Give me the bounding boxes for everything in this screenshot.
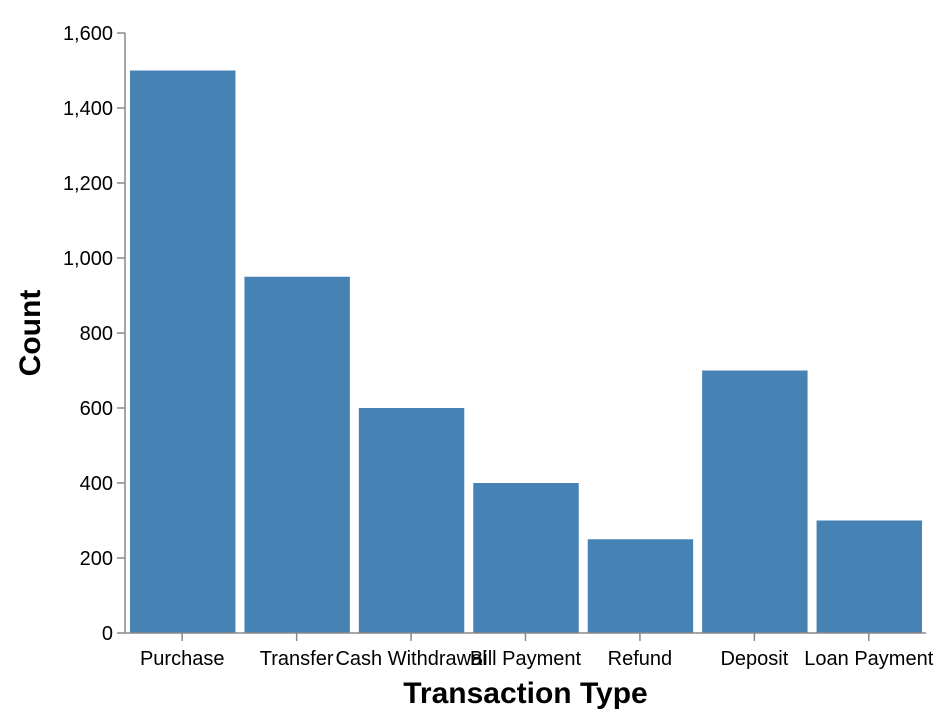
x-tick-label: Bill Payment	[470, 648, 582, 670]
y-tick-label: 1,200	[63, 173, 113, 195]
x-axis-title: Transaction Type	[403, 677, 648, 710]
bar-transfer	[244, 276, 350, 633]
y-tick-label: 600	[80, 398, 113, 420]
y-tick-label: 1,000	[63, 248, 113, 270]
x-tick-label: Cash Withdrawal	[335, 648, 486, 670]
bar-purchase	[130, 70, 236, 633]
y-axis-ticks: 0 200 400 600 800 1,000 1,200 1,400 1,600	[63, 23, 125, 645]
bar-refund	[587, 539, 694, 633]
x-tick-label: Refund	[608, 648, 673, 670]
bars	[130, 70, 922, 633]
y-tick-label: 800	[80, 323, 113, 345]
y-tick-label: 400	[80, 473, 113, 495]
y-tick-label: 200	[80, 548, 113, 570]
bar-loan-payment	[816, 520, 922, 633]
bar-bill-payment	[473, 483, 579, 633]
y-tick-label: 0	[102, 623, 113, 645]
y-tick-label: 1,400	[63, 98, 113, 120]
y-axis-title: Count	[14, 290, 47, 377]
bar-cash-withdrawal	[358, 408, 465, 633]
x-tick-label: Purchase	[140, 648, 225, 670]
x-tick-label: Deposit	[720, 648, 788, 670]
x-tick-label: Transfer	[260, 648, 334, 670]
x-tick-label: Loan Payment	[804, 648, 933, 670]
y-tick-label: 1,600	[63, 23, 113, 45]
bar-deposit	[702, 370, 808, 633]
